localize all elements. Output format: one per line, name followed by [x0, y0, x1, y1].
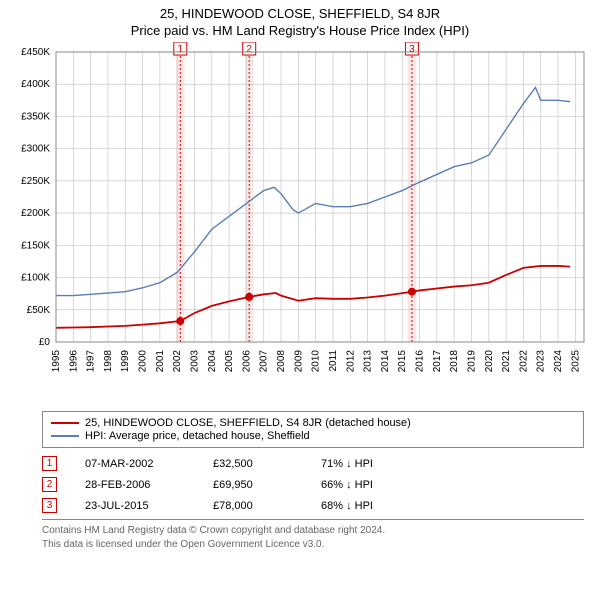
- chart: £0 £50K £100K £150K £200K £250K £300K £350K £400…: [0, 42, 600, 407]
- footer-line2: This data is licensed under the Open Gov…: [42, 538, 584, 552]
- svg-text:2017: 2017: [432, 350, 443, 373]
- legend-swatch-hpi: [51, 435, 79, 437]
- svg-text:2014: 2014: [380, 350, 391, 373]
- event-pct: 71% ↓ HPI: [321, 458, 421, 470]
- footer: Contains HM Land Registry data © Crown c…: [42, 519, 584, 551]
- titles: 25, HINDEWOOD CLOSE, SHEFFIELD, S4 8JR P…: [0, 0, 600, 42]
- svg-text:2: 2: [246, 44, 252, 55]
- event-pct: 68% ↓ HPI: [321, 500, 421, 512]
- chart-container: 25, HINDEWOOD CLOSE, SHEFFIELD, S4 8JR P…: [0, 0, 600, 551]
- svg-text:2001: 2001: [155, 350, 166, 373]
- svg-text:2000: 2000: [138, 350, 149, 373]
- events-table: 1 07-MAR-2002 £32,500 71% ↓ HPI 2 28-FEB…: [42, 456, 584, 513]
- title-address: 25, HINDEWOOD CLOSE, SHEFFIELD, S4 8JR: [0, 6, 600, 21]
- event-price: £78,000: [213, 500, 293, 512]
- svg-text:£150K: £150K: [21, 240, 50, 251]
- svg-text:2015: 2015: [397, 350, 408, 373]
- svg-text:2013: 2013: [363, 350, 374, 373]
- event-row: 3 23-JUL-2015 £78,000 68% ↓ HPI: [42, 498, 584, 513]
- svg-text:2005: 2005: [224, 350, 235, 373]
- event-marker-box: 1: [42, 456, 57, 471]
- svg-text:2019: 2019: [466, 350, 477, 373]
- svg-text:£0: £0: [39, 337, 51, 348]
- svg-text:2011: 2011: [328, 350, 339, 372]
- svg-text:1995: 1995: [51, 350, 62, 373]
- event-date: 28-FEB-2006: [85, 479, 185, 491]
- legend-row-property: 25, HINDEWOOD CLOSE, SHEFFIELD, S4 8JR (…: [51, 417, 575, 429]
- svg-text:£250K: £250K: [21, 176, 50, 187]
- svg-text:2023: 2023: [536, 350, 547, 373]
- svg-text:£300K: £300K: [21, 144, 50, 155]
- event-row: 1 07-MAR-2002 £32,500 71% ↓ HPI: [42, 456, 584, 471]
- legend: 25, HINDEWOOD CLOSE, SHEFFIELD, S4 8JR (…: [42, 411, 584, 448]
- line-chart-svg: £0 £50K £100K £150K £200K £250K £300K £350K £400…: [0, 42, 600, 402]
- legend-row-hpi: HPI: Average price, detached house, Shef…: [51, 430, 575, 442]
- svg-text:£350K: £350K: [21, 111, 50, 122]
- svg-text:1998: 1998: [103, 350, 114, 373]
- event-date: 07-MAR-2002: [85, 458, 185, 470]
- event-price: £32,500: [213, 458, 293, 470]
- svg-text:2004: 2004: [207, 350, 218, 373]
- title-subtitle: Price paid vs. HM Land Registry's House …: [0, 23, 600, 38]
- svg-text:2012: 2012: [345, 350, 356, 373]
- svg-text:2009: 2009: [293, 350, 304, 373]
- legend-swatch-property: [51, 422, 79, 424]
- svg-text:£400K: £400K: [21, 79, 50, 90]
- svg-text:2022: 2022: [518, 350, 529, 373]
- svg-text:1: 1: [178, 44, 184, 55]
- event-marker-box: 3: [42, 498, 57, 513]
- svg-text:2002: 2002: [172, 350, 183, 373]
- legend-label-hpi: HPI: Average price, detached house, Shef…: [85, 430, 310, 442]
- svg-text:£200K: £200K: [21, 208, 50, 219]
- svg-text:2020: 2020: [484, 350, 495, 373]
- svg-text:2008: 2008: [276, 350, 287, 373]
- svg-text:£50K: £50K: [27, 305, 51, 316]
- svg-text:2025: 2025: [570, 350, 581, 373]
- svg-text:1997: 1997: [86, 350, 97, 373]
- svg-text:2021: 2021: [501, 350, 512, 373]
- event-date: 23-JUL-2015: [85, 500, 185, 512]
- svg-text:2018: 2018: [449, 350, 460, 373]
- event-row: 2 28-FEB-2006 £69,950 66% ↓ HPI: [42, 477, 584, 492]
- svg-text:1999: 1999: [120, 350, 131, 373]
- svg-text:2007: 2007: [259, 350, 270, 373]
- event-price: £69,950: [213, 479, 293, 491]
- event-marker-box: 2: [42, 477, 57, 492]
- footer-line1: Contains HM Land Registry data © Crown c…: [42, 524, 584, 538]
- svg-text:2024: 2024: [553, 350, 564, 373]
- legend-label-property: 25, HINDEWOOD CLOSE, SHEFFIELD, S4 8JR (…: [85, 417, 411, 429]
- event-pct: 66% ↓ HPI: [321, 479, 421, 491]
- svg-text:2006: 2006: [241, 350, 252, 373]
- svg-text:1996: 1996: [68, 350, 79, 373]
- svg-text:2016: 2016: [415, 350, 426, 373]
- svg-text:2003: 2003: [189, 350, 200, 373]
- svg-text:2010: 2010: [311, 350, 322, 373]
- svg-text:3: 3: [409, 44, 415, 55]
- svg-text:£450K: £450K: [21, 47, 50, 58]
- svg-text:£100K: £100K: [21, 273, 50, 284]
